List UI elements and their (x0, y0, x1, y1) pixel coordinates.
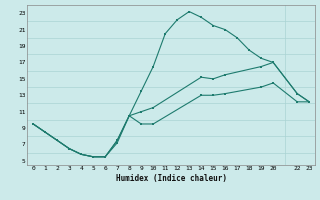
X-axis label: Humidex (Indice chaleur): Humidex (Indice chaleur) (116, 174, 227, 183)
